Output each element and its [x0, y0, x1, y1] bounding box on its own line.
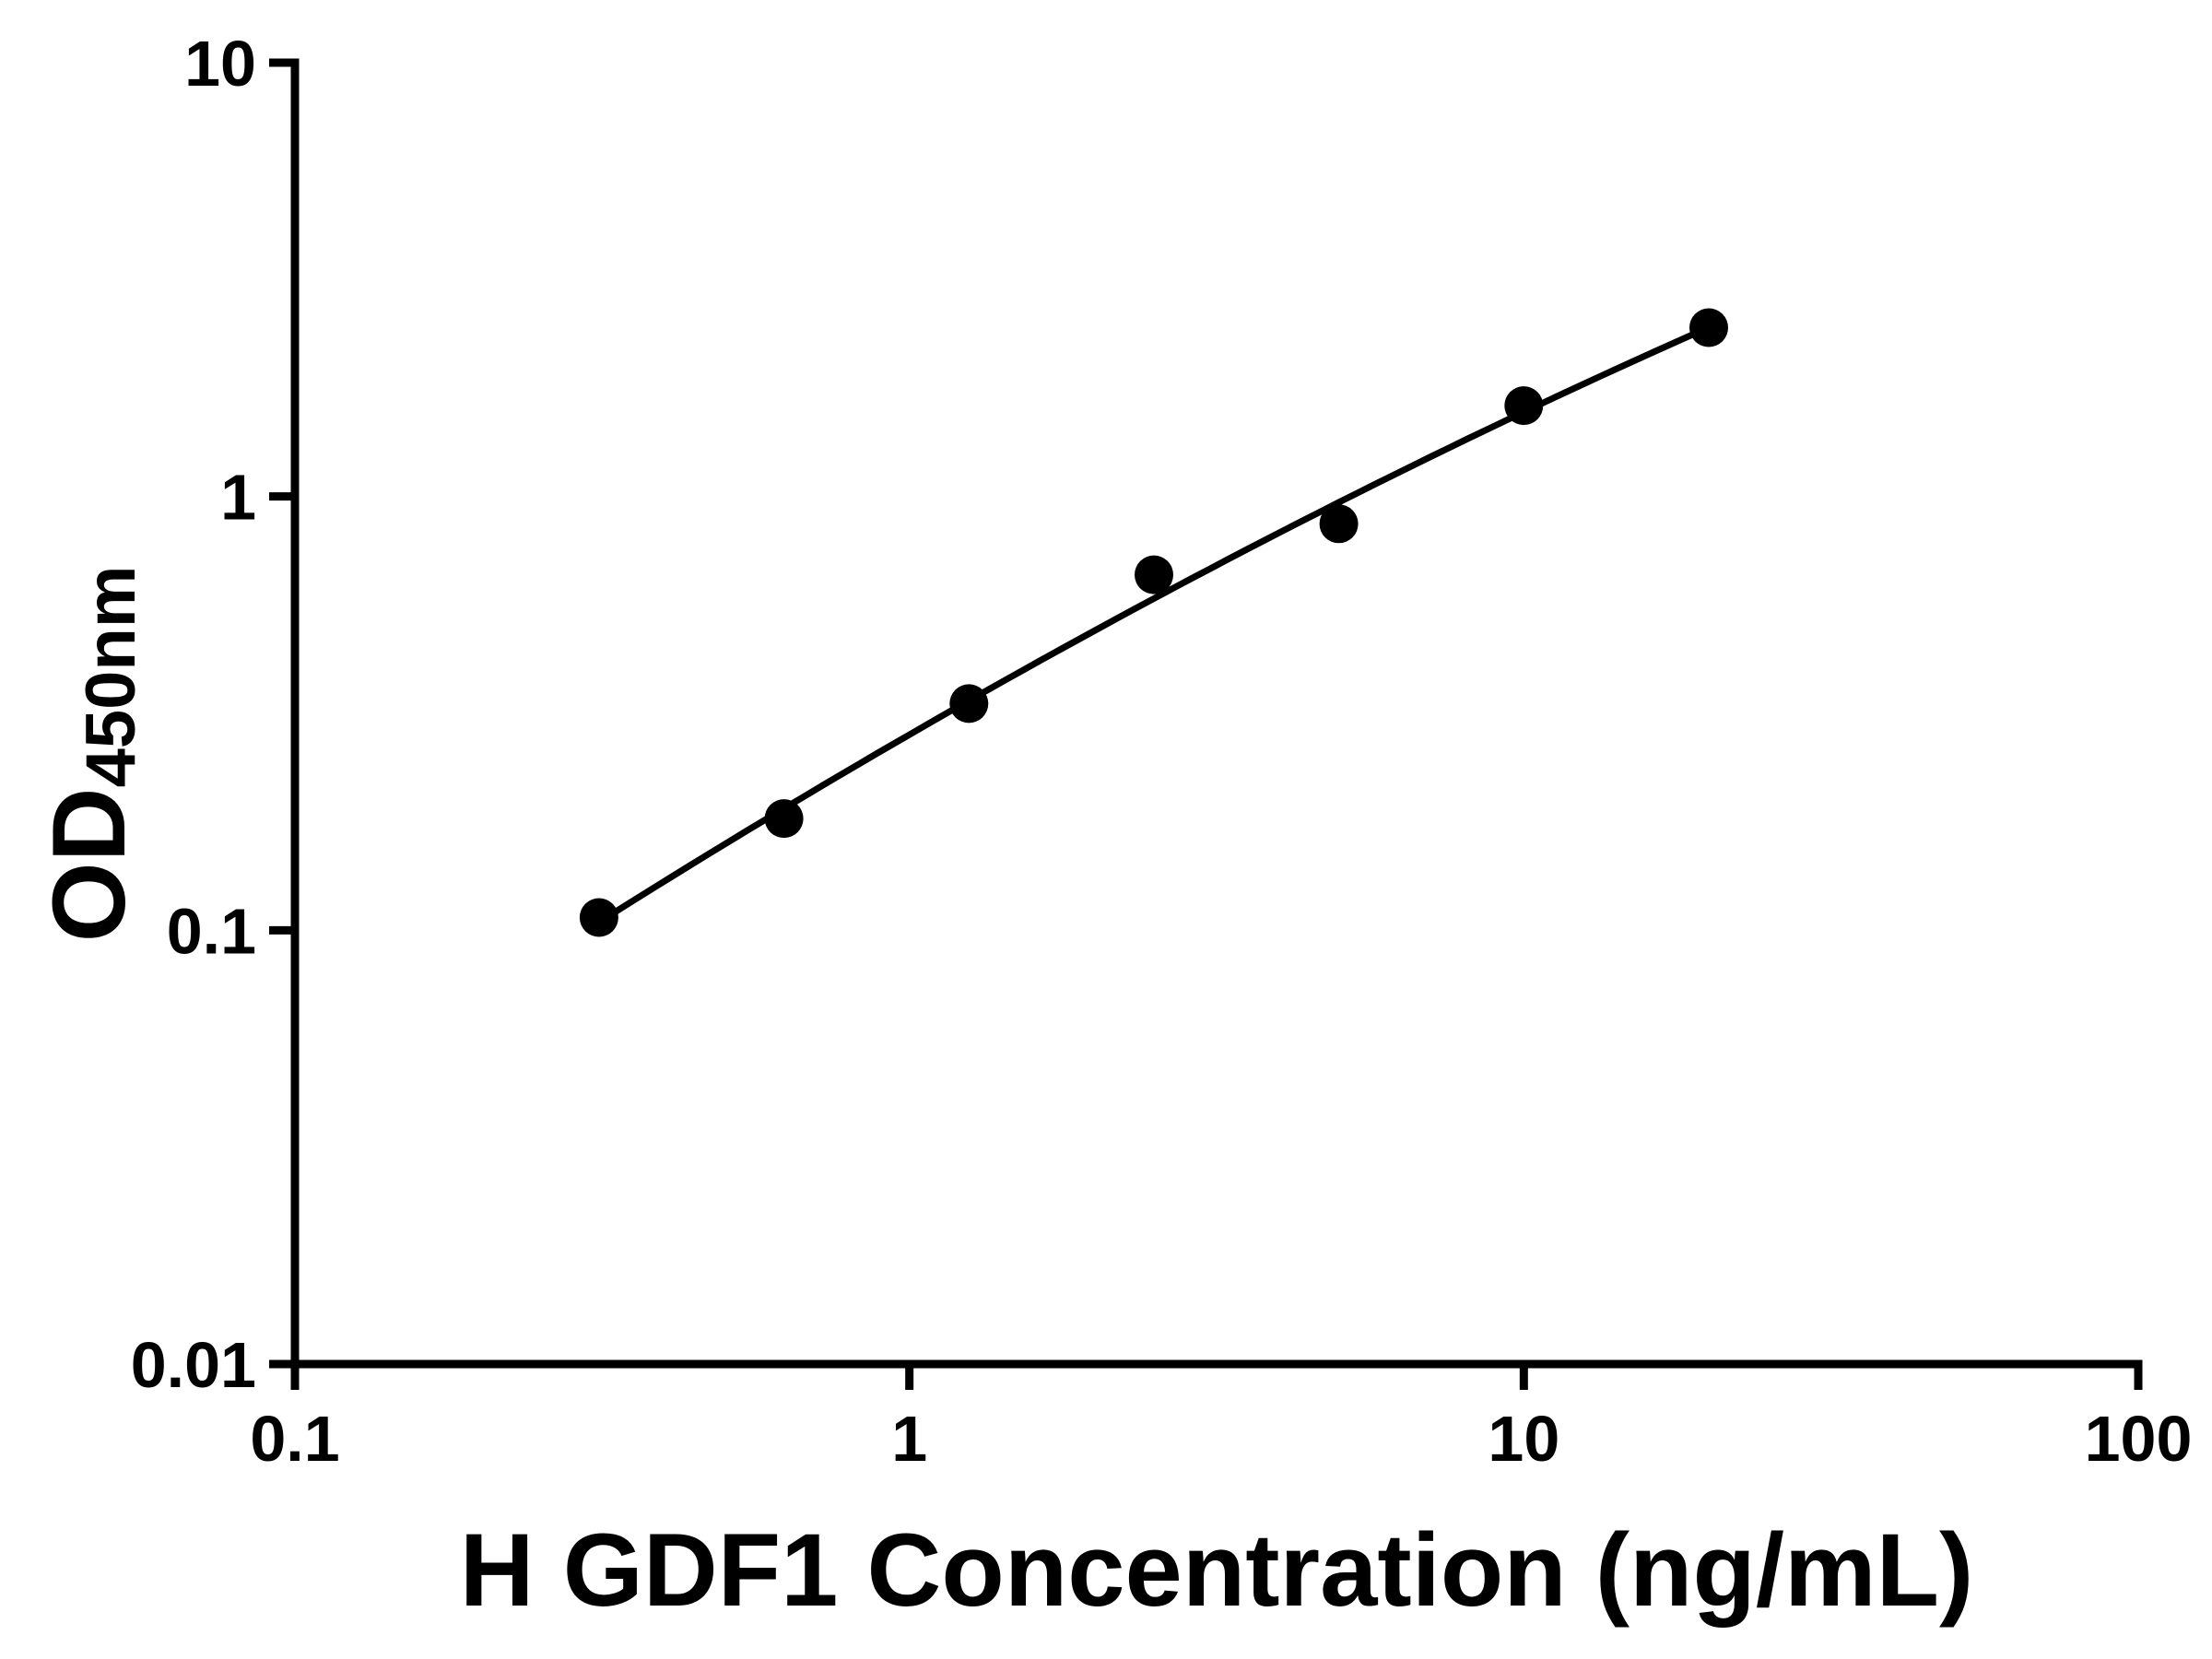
x-tick-label: 0.1 [250, 1403, 339, 1475]
data-point [764, 799, 804, 839]
fit-curve [597, 324, 1711, 925]
x-tick-label: 1 [891, 1403, 927, 1475]
y-axis-title-subscript: 450nm [71, 565, 150, 788]
data-point [1504, 386, 1544, 426]
axis-frame [290, 58, 2143, 1369]
x-axis-title: H GDF1 Concentration (ng/mL) [459, 1512, 1974, 1628]
x-tick-label: 10 [1488, 1403, 1559, 1475]
data-point [1319, 504, 1359, 544]
data-point [1689, 308, 1728, 347]
x-tick-label: 100 [2085, 1403, 2193, 1475]
data-point [1135, 555, 1173, 594]
y-tick-label: 1 [220, 462, 256, 534]
y-tick-label: 0.1 [167, 895, 256, 967]
y-axis-title: OD450nm [31, 566, 150, 943]
data-point [949, 684, 989, 724]
y-tick-label: 10 [184, 28, 256, 100]
y-tick-label: 0.01 [131, 1329, 256, 1401]
y-axis-title-main: OD [31, 787, 147, 943]
data-point [579, 898, 618, 937]
